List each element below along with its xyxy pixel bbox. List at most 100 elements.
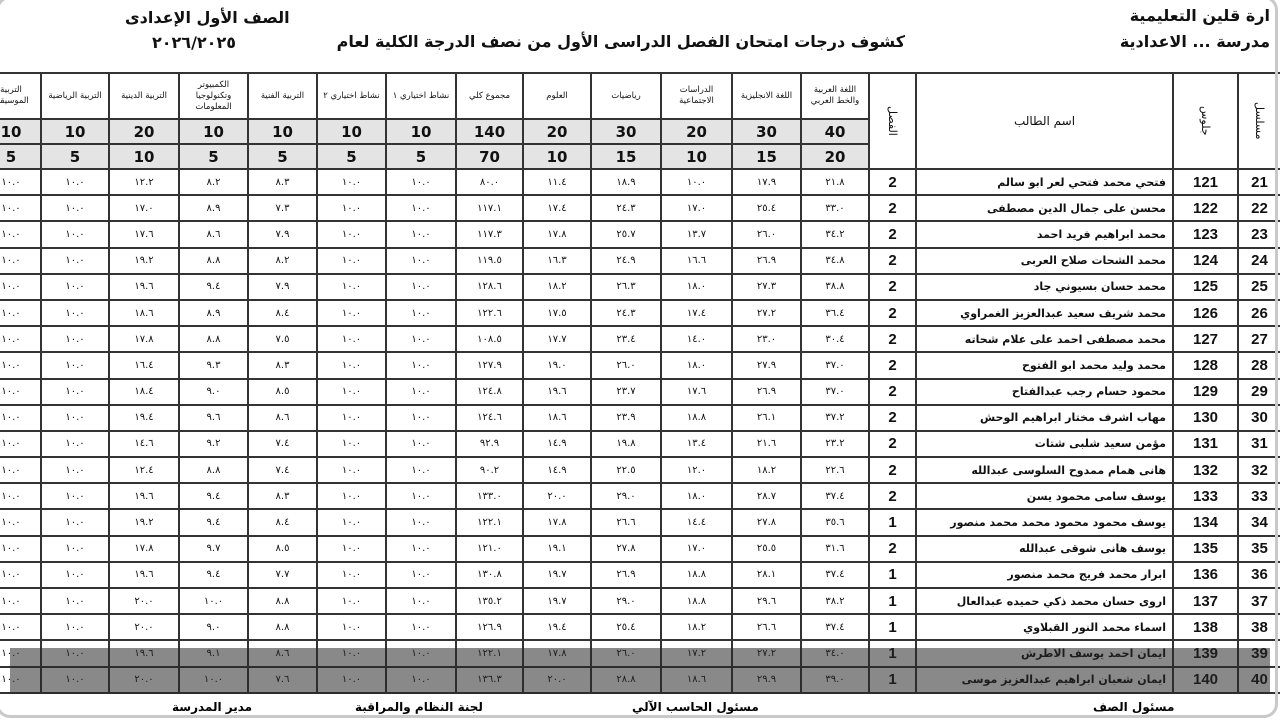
score-cell: ١٠.٠ bbox=[316, 272, 387, 301]
score-cell: ١٠.٠ bbox=[385, 403, 457, 432]
seat-number-cell: 130 bbox=[1172, 403, 1239, 432]
serial-cell: 30 bbox=[1237, 403, 1280, 432]
score-cell: ٨.٨ bbox=[247, 586, 318, 616]
score-cell: ١٨.٤ bbox=[108, 377, 180, 406]
score-cell: ١٨.٠ bbox=[660, 351, 733, 380]
serial-cell: 29 bbox=[1237, 377, 1280, 406]
score-cell: ٢٦.٩ bbox=[590, 560, 662, 590]
class-cell: 2 bbox=[868, 429, 917, 459]
score-cell: ٧.٤ bbox=[247, 456, 318, 485]
score-cell: ١٠.٠ bbox=[40, 194, 110, 223]
score-cell: ٨.٤ bbox=[247, 298, 318, 328]
score-cell: ١٠.٠ bbox=[316, 403, 387, 432]
score-cell: ١٠.٠ bbox=[0, 167, 42, 197]
score-cell: ٩.٠ bbox=[178, 613, 249, 642]
subject-half-score: 10 bbox=[660, 143, 733, 170]
subject-header: التربية الفنية bbox=[247, 72, 318, 120]
table-row: 24 124 محمد الشحات صلاح العربى 2 ٣٤.٨ ٢٦.٩ ١٦.… bbox=[0, 246, 1280, 275]
score-cell: ١٠.٠ bbox=[316, 246, 387, 275]
score-cell: ١١٧.١ bbox=[455, 194, 524, 223]
score-cell: ١٠.٠ bbox=[316, 351, 387, 380]
serial-cell: 37 bbox=[1237, 586, 1280, 616]
serial-cell: 23 bbox=[1237, 220, 1280, 249]
score-cell: ٢٨.٧ bbox=[731, 482, 802, 511]
subject-header: الدراسات الاجتماعية bbox=[660, 72, 733, 120]
seat-number-cell: 136 bbox=[1172, 560, 1239, 590]
score-cell: ٨.٣ bbox=[247, 351, 318, 380]
score-cell: ١٠.٠ bbox=[316, 613, 387, 642]
seat-number-cell: 124 bbox=[1172, 246, 1239, 275]
score-cell: ١٠.٠ bbox=[0, 377, 42, 406]
class-cell: 2 bbox=[868, 534, 917, 563]
table-row: 30 130 مهاب اشرف مختار ابراهيم الوحش 2 ٣٧.٢ ٢… bbox=[0, 403, 1280, 432]
score-cell: ١٠.٠ bbox=[385, 194, 457, 223]
class-cell: 1 bbox=[868, 586, 917, 616]
score-cell: ٣٥.٦ bbox=[800, 508, 870, 537]
score-cell: ٢٦.٦ bbox=[731, 613, 802, 642]
score-cell: ١٩.٢ bbox=[108, 246, 180, 275]
score-cell: ١٠.٠ bbox=[0, 586, 42, 616]
score-cell: ٨.٨ bbox=[178, 456, 249, 485]
footer-class-supervisor: مسئول الصف bbox=[1093, 700, 1175, 714]
score-cell: ١٢١.٠ bbox=[455, 534, 524, 563]
header-row-half: 20 15 10 15 10 70 5 5 5 5 10 5 5 bbox=[0, 143, 1280, 170]
student-name-cell: مهاب اشرف مختار ابراهيم الوحش bbox=[915, 403, 1174, 432]
score-cell: ١٠.٠ bbox=[316, 508, 387, 537]
score-cell: ١٠.٠ bbox=[385, 534, 457, 563]
score-cell: ٧.٥ bbox=[247, 325, 318, 354]
score-cell: ٢٧.٩ bbox=[731, 351, 802, 380]
grade-level: الصف الأول الإعدادى bbox=[125, 8, 290, 27]
seat-number-cell: 125 bbox=[1172, 272, 1239, 301]
seat-number-cell: 137 bbox=[1172, 586, 1239, 616]
subject-max-score: 20 bbox=[660, 118, 733, 145]
serial-cell: 31 bbox=[1237, 429, 1280, 459]
score-cell: ٣٤.٨ bbox=[800, 246, 870, 275]
score-cell: ٢٥.٥ bbox=[731, 534, 802, 563]
score-cell: ٢١.٦ bbox=[731, 429, 802, 459]
score-cell: ١٠.٠ bbox=[385, 586, 457, 616]
score-cell: ١٠.٠ bbox=[0, 194, 42, 223]
score-cell: ١٠.٠ bbox=[40, 508, 110, 537]
table-row: 37 137 اروى حسان محمد ذكي حميده عبدالعال 1 ٣… bbox=[0, 586, 1280, 616]
score-cell: ١٠.٠ bbox=[0, 613, 42, 642]
score-cell: ١٠.٠ bbox=[0, 534, 42, 563]
score-cell: ١٠.٠ bbox=[40, 220, 110, 249]
subject-half-score: 5 bbox=[316, 143, 387, 170]
table-row: 34 134 يوسف محمود محمود محمد محمد منصور 1 ٣٥… bbox=[0, 508, 1280, 537]
serial-header: مسلسل bbox=[1237, 72, 1280, 170]
score-cell: ١٣٥.٢ bbox=[455, 586, 524, 616]
class-cell: 2 bbox=[868, 403, 917, 432]
score-cell: ١٠.٠ bbox=[0, 403, 42, 432]
footer-principal: مدير المدرسة bbox=[172, 700, 253, 714]
student-name-cell: محمد الشحات صلاح العربى bbox=[915, 246, 1174, 275]
score-cell: ١٨.٨ bbox=[660, 403, 733, 432]
table-row: 22 122 محسن على جمال الدين مصطفى 2 ٣٣.٠ ٢٥.٤ ١… bbox=[0, 194, 1280, 223]
score-cell: ٢٣.٢ bbox=[800, 429, 870, 459]
class-cell: 1 bbox=[868, 508, 917, 537]
score-cell: ١٤.٩ bbox=[522, 456, 592, 485]
class-cell: 2 bbox=[868, 298, 917, 328]
score-cell: ٢٧.٨ bbox=[590, 534, 662, 563]
seat-number-cell: 135 bbox=[1172, 534, 1239, 563]
score-cell: ١٠.٠ bbox=[385, 613, 457, 642]
score-cell: ٢٠.٠ bbox=[522, 482, 592, 511]
student-name-cell: محسن على جمال الدين مصطفى bbox=[915, 194, 1174, 223]
score-cell: ٢٤.٣ bbox=[590, 194, 662, 223]
score-cell: ١٩.٠ bbox=[522, 351, 592, 380]
subject-max-score: 10 bbox=[0, 118, 42, 145]
subject-max-score: 20 bbox=[108, 118, 180, 145]
student-name-cell: محمد ابراهيم فريد احمد bbox=[915, 220, 1174, 249]
score-cell: ١١٧.٣ bbox=[455, 220, 524, 249]
score-cell: ٣٧.٠ bbox=[800, 351, 870, 380]
score-cell: ٢٥.٧ bbox=[590, 220, 662, 249]
score-cell: ١٠.٠ bbox=[40, 613, 110, 642]
table-row: 23 123 محمد ابراهيم فريد احمد 2 ٣٤.٢ ٢٦.٠ ١٣.٧… bbox=[0, 220, 1280, 249]
subject-half-score: 15 bbox=[731, 143, 802, 170]
subject-max-score: 30 bbox=[731, 118, 802, 145]
score-cell: ١٢.٠ bbox=[660, 456, 733, 485]
school-name: مدرسة ... الاعدادية bbox=[1119, 32, 1270, 51]
score-cell: ١٧.٨ bbox=[522, 508, 592, 537]
score-cell: ١٠.٠ bbox=[40, 429, 110, 459]
seat-number-cell: 128 bbox=[1172, 351, 1239, 380]
